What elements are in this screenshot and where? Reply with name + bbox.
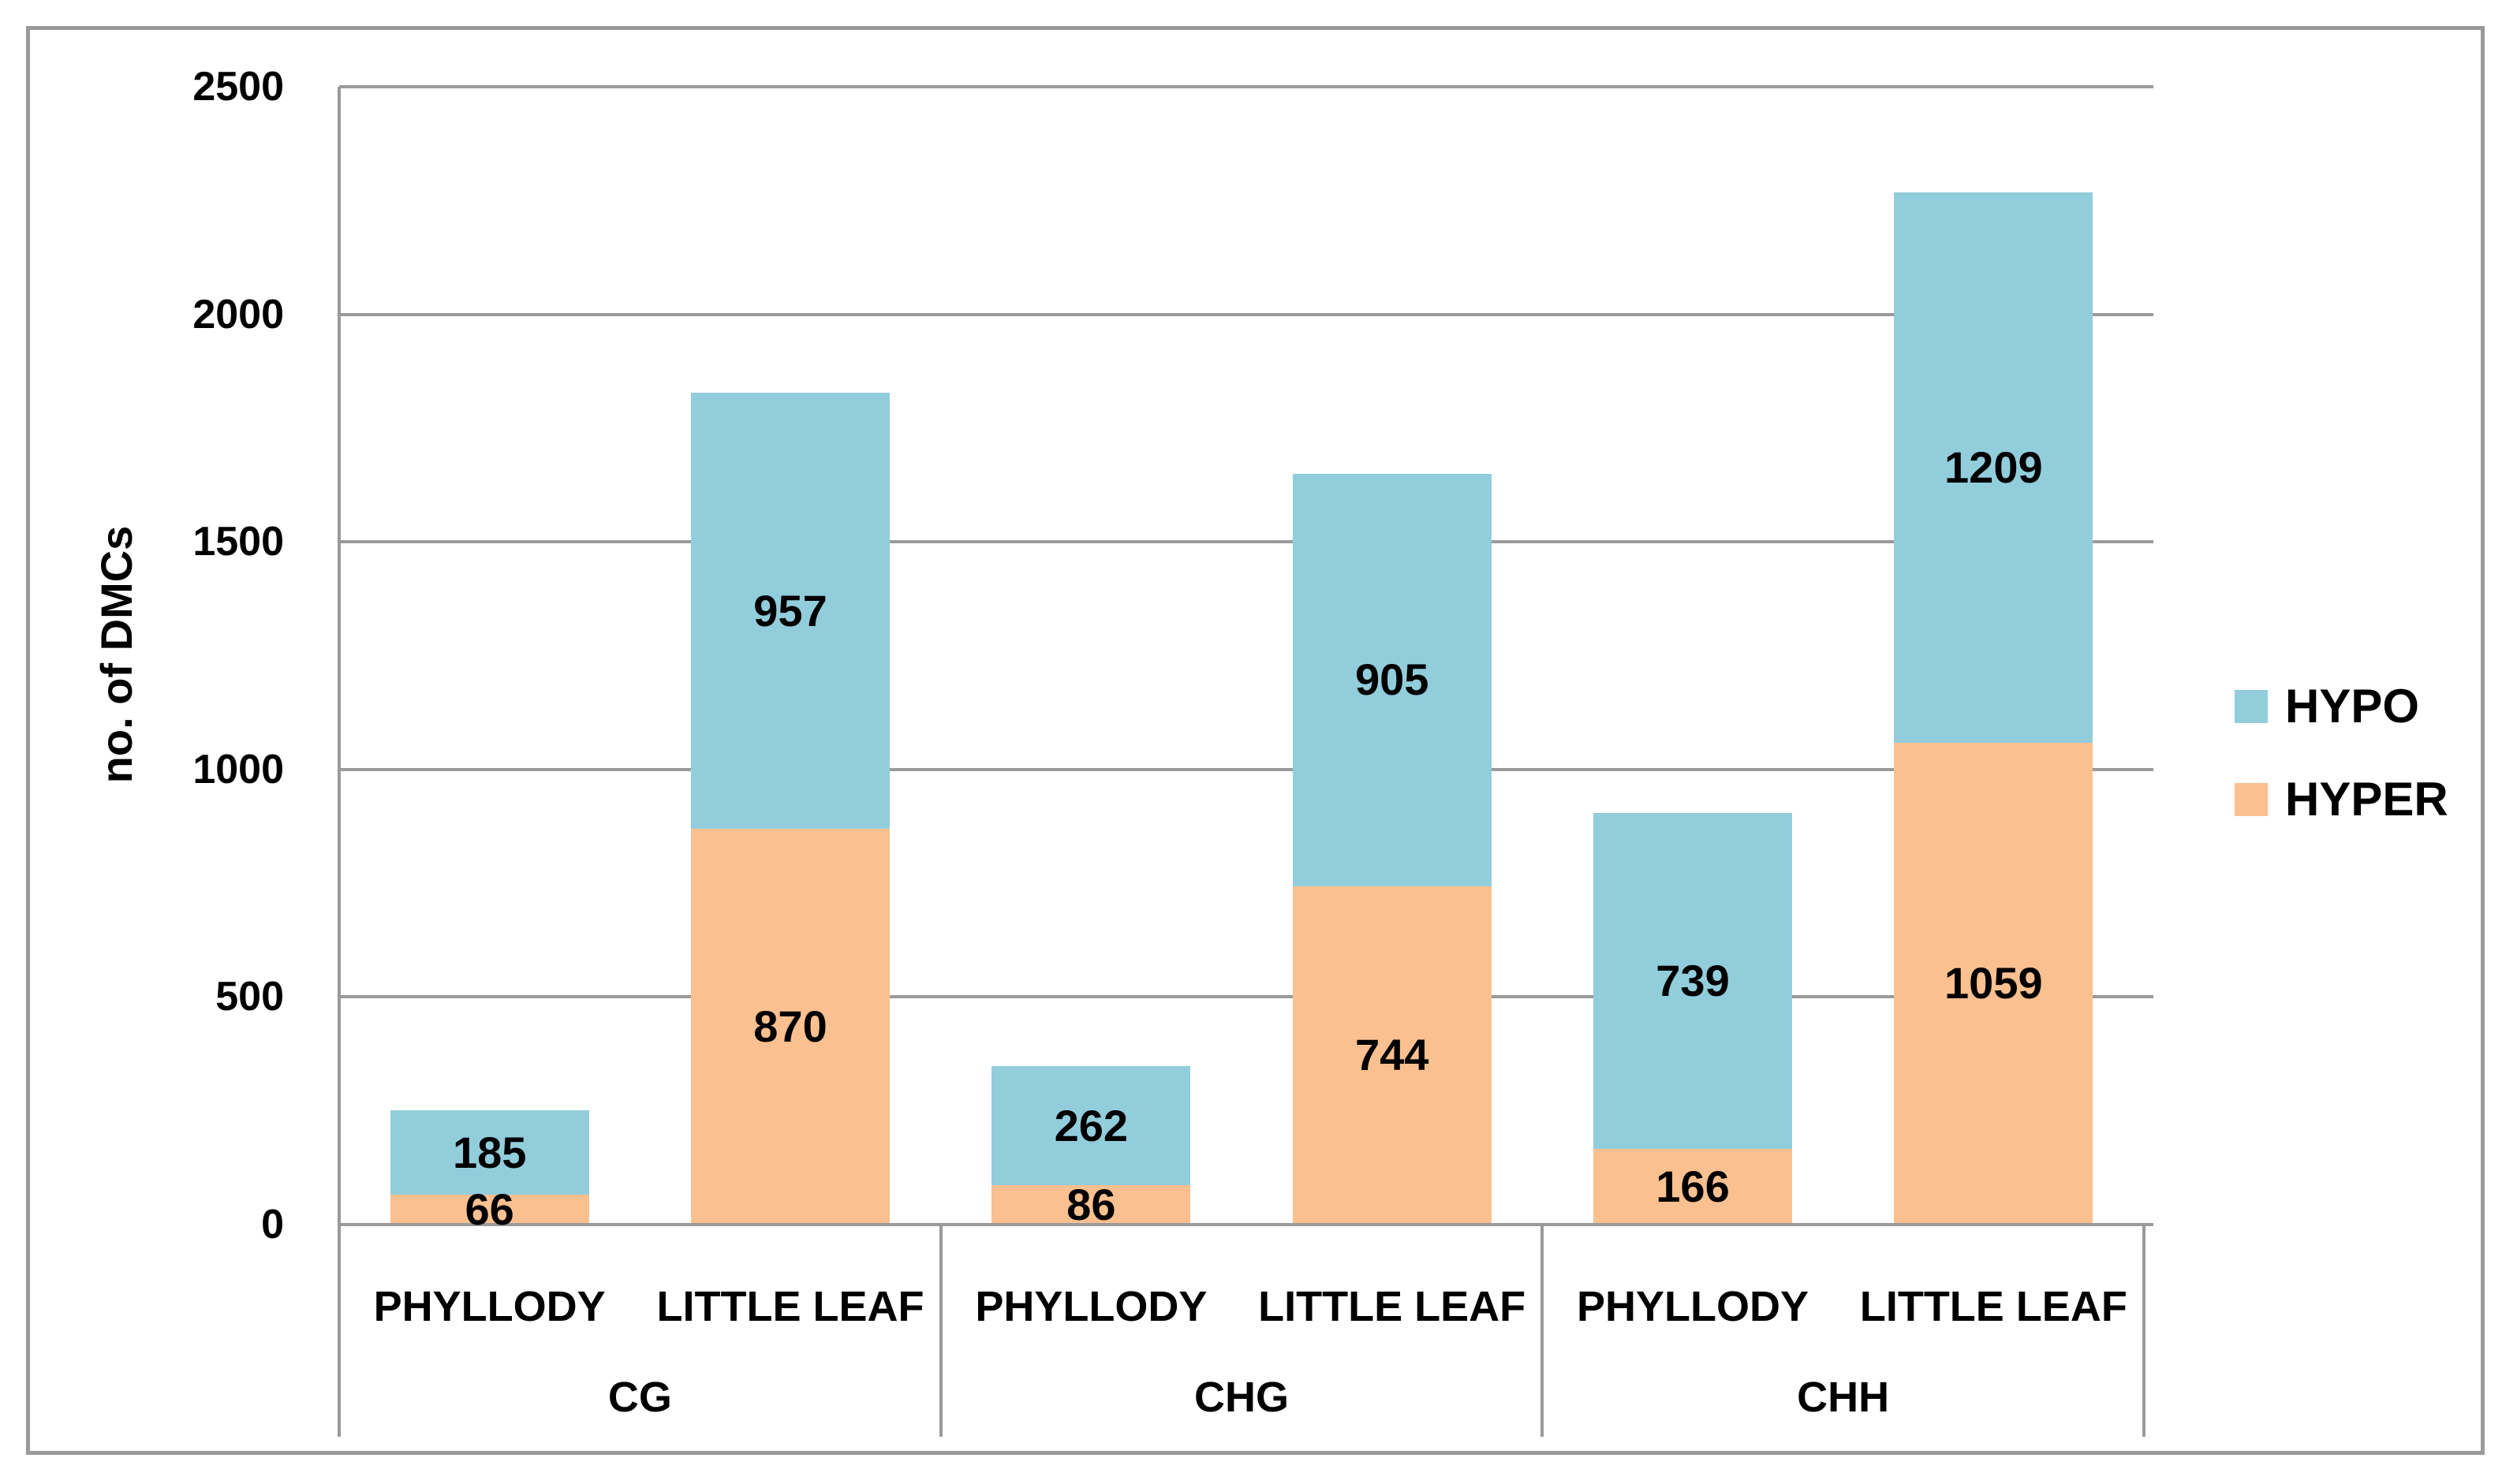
bar-segment-hypo: [1894, 192, 2093, 743]
gridline-2000: [339, 312, 2153, 316]
data-label-hyper: 870: [753, 1001, 827, 1051]
data-label-hypo: 905: [1354, 654, 1429, 705]
chart-frame: [26, 26, 2485, 1455]
data-label-hypo: 1209: [1944, 442, 2043, 492]
legend-label: HYPO: [2285, 680, 2420, 733]
x-category-label: LITTLE LEAF: [1258, 1283, 1526, 1330]
x-category-label: LITTLE LEAF: [656, 1283, 924, 1330]
bar-segment-hyper: [691, 828, 890, 1225]
bar-segment-hypo: [991, 1066, 1191, 1186]
bar-segment-hypo: [390, 1110, 589, 1195]
y-axis-title: no. of DMCs: [91, 525, 141, 784]
bar-segment-hyper: [1593, 1149, 1792, 1225]
y-tick-label: 500: [215, 974, 284, 1020]
data-label-hyper: 166: [1656, 1161, 1730, 1212]
x-group-label: CHH: [1797, 1374, 1890, 1421]
data-label-hypo: 957: [753, 585, 827, 636]
bar-segment-hyper: [1894, 742, 2093, 1225]
y-tick-label: 2500: [192, 64, 284, 110]
bar-segment-hypo: [691, 393, 890, 829]
bar-segment-hypo: [1593, 812, 1792, 1150]
gridline-500: [339, 995, 2153, 999]
group-separator: [939, 1225, 943, 1437]
data-label-hyper: 66: [465, 1184, 514, 1234]
data-label-hypo: 739: [1656, 955, 1730, 1005]
bar-segment-hyper: [991, 1185, 1191, 1225]
group-separator: [2142, 1225, 2145, 1437]
x-category-label: PHYLLODY: [975, 1283, 1208, 1330]
gridline-1500: [339, 540, 2153, 544]
x-category-label: LITTLE LEAF: [1859, 1283, 2127, 1330]
data-label-hyper: 744: [1354, 1030, 1429, 1080]
group-separator: [1540, 1225, 1544, 1437]
y-tick-label: 2000: [192, 291, 284, 337]
gridline-2500: [339, 85, 2153, 88]
data-label-hyper: 86: [1066, 1180, 1116, 1230]
bar-segment-hypo: [1292, 474, 1492, 886]
y-tick-label: 0: [261, 1202, 284, 1247]
bar-segment-hyper: [390, 1194, 589, 1225]
legend-entry-hypo: HYPO: [2235, 683, 2419, 730]
y-axis-line: [338, 87, 341, 1437]
bar-segment-hyper: [1292, 886, 1492, 1225]
data-label-hypo: 185: [452, 1127, 527, 1177]
data-label-hypo: 262: [1054, 1100, 1129, 1150]
x-category-label: PHYLLODY: [1576, 1283, 1809, 1330]
x-axis-line: [339, 1223, 2153, 1226]
gridline-1000: [339, 767, 2153, 771]
hyper-swatch: [2235, 783, 2268, 816]
y-tick-label: 1000: [192, 746, 284, 792]
x-category-label: PHYLLODY: [373, 1283, 606, 1330]
x-group-label: CG: [607, 1374, 672, 1421]
legend-entry-hyper: HYPER: [2235, 776, 2448, 823]
legend-label: HYPER: [2285, 773, 2448, 826]
y-tick-label: 1500: [192, 519, 284, 565]
x-group-label: CHG: [1194, 1374, 1289, 1421]
hypo-swatch: [2235, 690, 2268, 723]
data-label-hyper: 1059: [1944, 958, 2043, 1009]
